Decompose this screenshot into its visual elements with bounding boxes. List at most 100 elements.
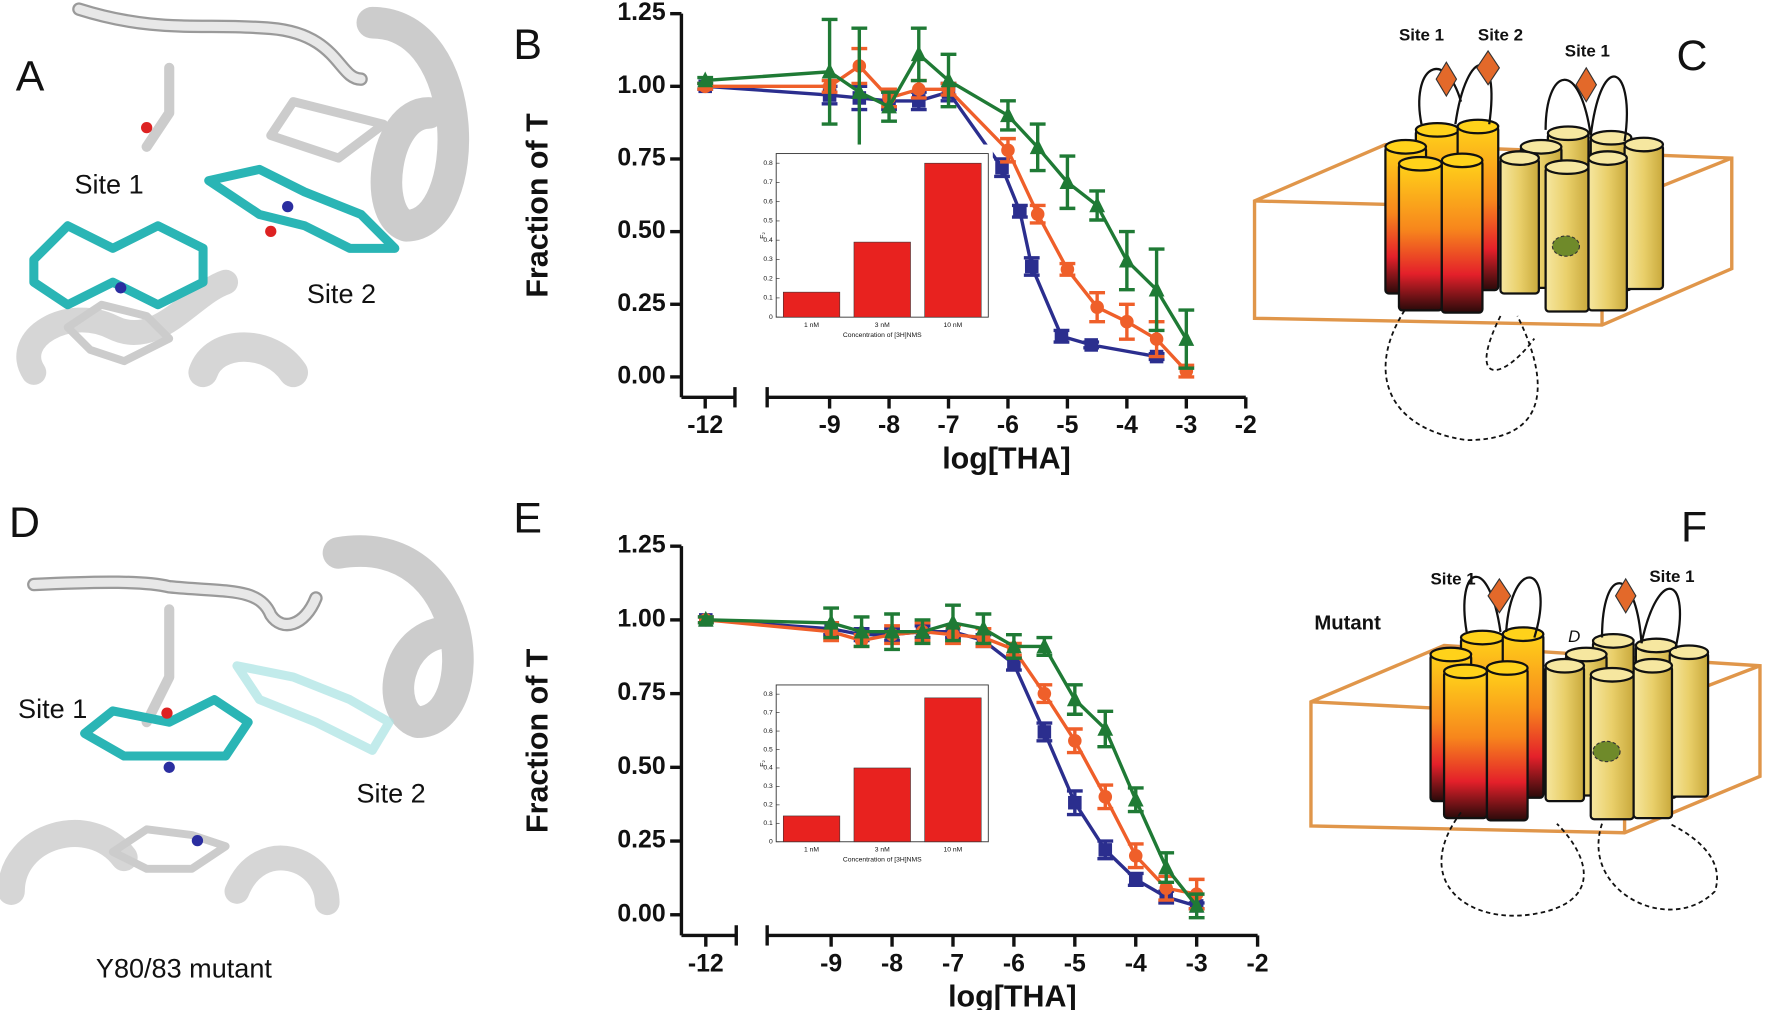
x-axis-title: log[THA] (948, 980, 1077, 1010)
marker (821, 62, 838, 79)
inset: 0 0.1 0.2 0.3 0.4 0.5 0.6 0.7 0.8 1 nM 3 nM 10 nM Co… (758, 675, 993, 867)
helix (1440, 159, 1484, 314)
marker (1013, 204, 1027, 219)
x-tick-label: -5 (1056, 412, 1078, 439)
helix-top (1589, 129, 1633, 146)
x-axis-title: Concentration of [3H]NMS (843, 332, 922, 339)
receptor-diagrams (1384, 118, 1710, 822)
marker (1000, 106, 1016, 123)
bar (924, 162, 982, 318)
helix-top (1456, 118, 1500, 135)
marker (1127, 790, 1144, 807)
y-axis-title: Fraction of T (520, 113, 554, 298)
charts: 0.000.250.500.751.001.25-12 -9 -8 -7 -6 -5 -4-… (520, 0, 1268, 1010)
y-tick-label: 0.6 (763, 198, 773, 205)
y-tick-label: 0.75 (617, 145, 665, 172)
y-tick-label: 0.2 (763, 275, 773, 282)
inset: 0 0.1 0.2 0.3 0.4 0.5 0.6 0.7 0.8 1 nM 3 nM 10 nM Co… (758, 144, 993, 342)
site-label: Site 1 (18, 693, 87, 724)
y-tick-label: 0.50 (617, 753, 665, 780)
marker (995, 160, 1009, 175)
marker (914, 622, 931, 639)
x-tick-label: -9 (819, 412, 841, 439)
helix-top (1587, 150, 1628, 166)
helix-top (1442, 663, 1489, 680)
x-tick-label: 10 nM (944, 322, 963, 329)
marker (1037, 725, 1052, 739)
panel-label: E (513, 495, 542, 543)
marker (1120, 314, 1134, 329)
helix-top (1499, 150, 1540, 166)
x-tick-label: 3 nM (875, 846, 890, 853)
marker (1060, 262, 1075, 277)
y-tick-label: 0.3 (763, 783, 773, 790)
panel-label: A (16, 52, 45, 100)
helix (1544, 664, 1586, 803)
marker (940, 71, 957, 88)
marker (1036, 637, 1053, 654)
site-label: Site 1 (1649, 567, 1694, 586)
y-tick-label: 0.1 (763, 295, 773, 302)
marker (851, 83, 868, 99)
marker (1128, 872, 1143, 887)
y-tick-label: 0.00 (617, 900, 665, 927)
loops (1384, 309, 1718, 917)
helix-top (1397, 155, 1443, 172)
helix-top (1414, 121, 1460, 138)
marker (1029, 138, 1046, 155)
marker (697, 610, 714, 627)
x-tick-label: -3 (1186, 950, 1208, 977)
marker (1097, 719, 1114, 736)
helix-top (1459, 629, 1506, 646)
mutant-label: Mutant (1314, 612, 1381, 634)
x-tick-label: -12 (687, 412, 723, 439)
y-tick-label: 0.25 (617, 827, 665, 854)
helix-top (1546, 125, 1590, 142)
marker (853, 622, 870, 639)
marker (1149, 332, 1164, 346)
marker (1089, 196, 1106, 213)
x-tick-label: -2 (1247, 950, 1269, 977)
structure-a (16, 2, 470, 388)
marker (884, 622, 900, 639)
marker (1178, 330, 1195, 346)
y-tick-label: 0.2 (763, 802, 773, 809)
x-tick-label: -5 (1064, 950, 1086, 977)
marker (1098, 843, 1113, 857)
site-label: Site 1 (1565, 42, 1610, 61)
x-tick-label: -6 (1003, 950, 1025, 977)
y-tick-label: 0 (769, 314, 773, 321)
panel-label: D (9, 499, 40, 547)
panel-label: C (1676, 32, 1707, 80)
x-tick-label: -8 (881, 950, 903, 977)
x-tick-label: 3 nM (875, 322, 890, 329)
y-axis-title: F₂ (759, 760, 766, 767)
helix-top (1519, 138, 1563, 155)
helix (1485, 666, 1529, 822)
marker (1159, 881, 1173, 895)
bar (853, 767, 911, 843)
y-tick-label: 1.25 (617, 0, 665, 26)
bar (782, 291, 841, 318)
marker (1006, 637, 1022, 654)
x-tick-label: -8 (878, 412, 900, 439)
y-tick-label: 0.7 (763, 179, 773, 186)
site-label: Site 2 (1478, 26, 1523, 45)
y-tick-label: 0.3 (763, 256, 773, 263)
y-tick-label: 0.75 (617, 679, 665, 706)
y-tick-label: 0.8 (763, 160, 773, 167)
site-label: Site 1 (1399, 26, 1444, 45)
marker (945, 613, 961, 630)
x-axis-title: Concentration of [3H]NMS (843, 857, 922, 864)
marker (1148, 280, 1165, 297)
bar (782, 815, 841, 843)
marker (1001, 143, 1015, 158)
structure-d (0, 535, 474, 916)
marker (910, 45, 927, 62)
marker (1158, 858, 1175, 875)
x-tick-label: -2 (1235, 412, 1257, 439)
y-axis-title: F₂ (759, 232, 766, 239)
y-tick-label: 0.1 (763, 820, 773, 827)
label: D (1568, 627, 1580, 646)
y-tick-label: 0.5 (763, 218, 773, 225)
